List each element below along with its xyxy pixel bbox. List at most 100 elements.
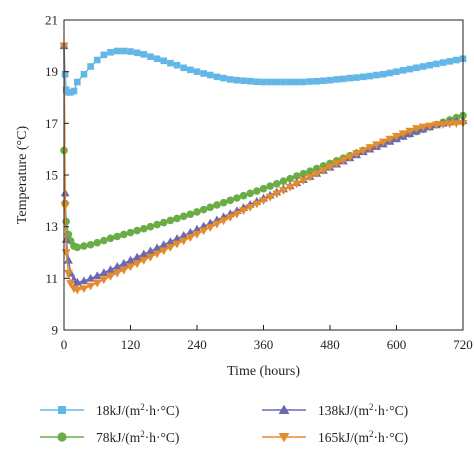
data-point <box>239 207 249 216</box>
data-point <box>212 220 222 229</box>
y-tick-label: 19 <box>45 64 58 79</box>
data-point <box>359 73 367 81</box>
data-point <box>286 174 294 183</box>
data-point <box>86 282 96 291</box>
data-point <box>120 47 128 55</box>
data-point <box>140 51 148 58</box>
data-point <box>60 202 70 211</box>
data-point <box>193 208 201 216</box>
data-point <box>313 77 320 85</box>
data-point <box>399 67 407 74</box>
data-point <box>73 243 82 252</box>
series-4 <box>59 42 468 295</box>
legend-marker <box>57 432 67 442</box>
data-point <box>438 121 448 129</box>
data-point <box>293 78 301 86</box>
data-point <box>298 177 308 185</box>
legend-label: 78kJ/(m2·h·°C) <box>96 429 179 445</box>
data-point <box>127 48 134 55</box>
data-point <box>193 68 201 75</box>
data-point <box>140 224 148 233</box>
data-point <box>146 222 155 231</box>
data-point <box>300 78 307 86</box>
data-point <box>340 75 347 83</box>
data-point <box>93 56 101 64</box>
data-point <box>419 63 427 70</box>
data-point <box>92 271 102 280</box>
data-point <box>280 78 287 86</box>
data-point <box>72 286 82 295</box>
data-point <box>160 57 168 65</box>
data-point <box>286 78 294 86</box>
data-point <box>92 279 102 288</box>
data-point <box>318 167 328 175</box>
data-point <box>306 78 314 85</box>
data-point <box>252 200 262 209</box>
data-point <box>119 258 129 267</box>
series-3 <box>59 41 468 286</box>
x-tick-label: 120 <box>121 337 141 352</box>
legend-label: 138kJ/(m2·h·°C) <box>318 402 408 418</box>
data-point <box>186 210 195 219</box>
data-point <box>61 249 71 257</box>
data-point <box>61 70 69 78</box>
plot-frame <box>63 19 464 331</box>
data-point <box>139 249 149 258</box>
x-tick-label: 0 <box>61 337 68 352</box>
data-point <box>159 240 169 249</box>
data-point <box>185 227 195 236</box>
data-point <box>411 125 421 133</box>
data-point <box>179 212 188 221</box>
x-tick-label: 480 <box>320 337 340 352</box>
data-point <box>199 205 208 214</box>
data-point <box>106 265 116 273</box>
data-point <box>259 197 268 206</box>
data-point <box>93 238 102 247</box>
series-1 <box>60 42 467 96</box>
plot-area <box>59 41 468 295</box>
data-point <box>353 74 360 81</box>
legend-item: 138kJ/(m2·h·°C) <box>262 402 408 418</box>
data-point <box>325 163 335 172</box>
data-point <box>86 273 96 282</box>
data-point <box>253 78 261 86</box>
data-point <box>192 230 202 239</box>
data-point <box>453 56 460 64</box>
data-point <box>431 121 441 130</box>
data-point <box>240 77 247 85</box>
data-point <box>439 59 447 66</box>
data-point <box>153 55 161 63</box>
x-tick-label: 360 <box>254 337 274 352</box>
data-point <box>393 68 400 75</box>
data-point <box>145 253 155 262</box>
data-point <box>126 228 135 237</box>
data-point <box>99 276 109 285</box>
data-point <box>220 74 227 82</box>
data-point <box>79 285 89 294</box>
legend-marker <box>58 406 66 414</box>
data-point <box>226 196 235 205</box>
data-point <box>80 70 88 78</box>
data-point <box>119 266 129 275</box>
data-point <box>239 191 248 200</box>
data-point <box>272 190 282 199</box>
data-point <box>113 232 121 241</box>
y-axis-title: Temperature (°C) <box>15 126 30 225</box>
data-point <box>285 183 295 192</box>
data-point <box>246 77 254 85</box>
data-point <box>67 89 74 96</box>
data-point <box>406 65 414 73</box>
data-point <box>112 261 122 270</box>
data-point <box>398 130 408 139</box>
data-point <box>425 122 435 131</box>
data-point <box>152 250 162 259</box>
data-point <box>366 72 374 80</box>
data-point <box>292 180 302 189</box>
data-point <box>219 198 228 207</box>
data-point <box>159 218 168 227</box>
data-point <box>326 76 334 84</box>
data-point <box>259 184 268 193</box>
data-point <box>233 76 241 84</box>
data-point <box>172 234 182 242</box>
